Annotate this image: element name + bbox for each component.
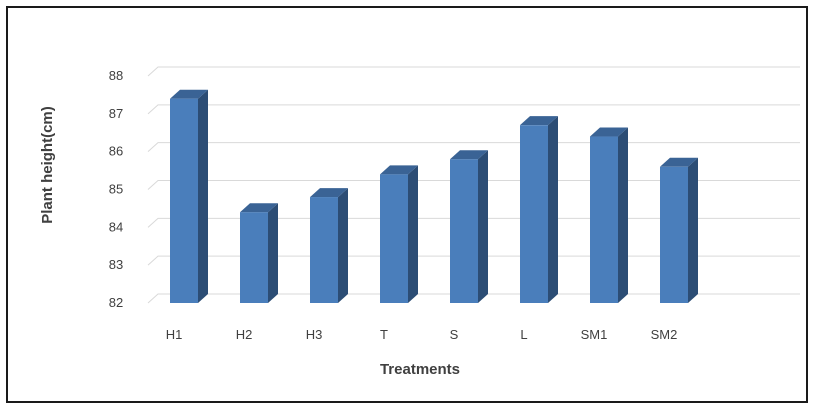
bar-top: [590, 127, 628, 137]
y-tick-label: 82: [109, 295, 123, 310]
bar-front: [240, 212, 268, 303]
chart-frame: 82 83 84 85 86 87 88 H1 H2 H3 T S L SM1 SM2 Treatment…: [6, 6, 808, 403]
bar-front: [170, 98, 198, 303]
gridlines: [147, 66, 800, 304]
bar: [240, 203, 278, 303]
x-axis-ticks: H1 H2 H3 T S L SM1 SM2: [166, 327, 678, 342]
bar-top: [310, 188, 348, 198]
y-axis-ticks: 82 83 84 85 86 87 88: [109, 68, 123, 310]
gridline: [147, 180, 800, 190]
bar: [520, 116, 558, 303]
bar-top: [660, 157, 698, 167]
bar-side: [408, 165, 418, 303]
gridline: [147, 66, 800, 77]
bar: [590, 127, 628, 304]
gridline: [147, 104, 800, 115]
bar-side: [268, 203, 278, 303]
gridline: [147, 217, 800, 228]
bar-top: [450, 150, 488, 160]
bar-top: [380, 165, 418, 175]
bar-front: [590, 136, 618, 303]
x-tick-label: SM1: [581, 327, 608, 342]
bar: [310, 188, 348, 303]
bar-side: [618, 127, 628, 304]
bar-front: [520, 125, 548, 303]
bar-front: [660, 166, 688, 303]
bar-side: [338, 188, 348, 303]
y-tick-label: 87: [109, 106, 123, 121]
bar-front: [380, 174, 408, 303]
bar-front: [450, 159, 478, 303]
bar: [380, 165, 418, 303]
y-tick-label: 83: [109, 257, 123, 272]
bar-top: [520, 116, 558, 126]
gridline: [147, 293, 800, 304]
bar: [660, 157, 698, 303]
bar-top: [170, 89, 208, 99]
x-tick-label: T: [380, 327, 388, 342]
y-axis-title: Plant height(cm): [39, 106, 56, 224]
gridline: [147, 255, 800, 266]
bar-side: [688, 157, 698, 303]
x-tick-label: H1: [166, 327, 183, 342]
bar: [450, 150, 488, 303]
x-tick-label: SM2: [651, 327, 678, 342]
bar-side: [198, 89, 208, 303]
bar: [170, 89, 208, 303]
x-tick-label: S: [450, 327, 459, 342]
y-tick-label: 86: [109, 144, 123, 159]
bar-side: [478, 150, 488, 303]
bar-chart: 82 83 84 85 86 87 88 H1 H2 H3 T S L SM1 SM2 Treatment…: [39, 66, 800, 378]
bars: [170, 89, 698, 304]
bar-top: [240, 203, 278, 213]
y-tick-label: 84: [109, 219, 123, 234]
y-tick-label: 88: [109, 68, 123, 83]
x-axis-title: Treatments: [380, 361, 460, 378]
x-tick-label: H3: [306, 327, 323, 342]
gridline: [147, 142, 800, 153]
x-tick-label: L: [520, 327, 527, 342]
bar-front: [310, 197, 338, 303]
y-tick-label: 85: [109, 182, 123, 197]
bar-side: [548, 116, 558, 303]
x-tick-label: H2: [236, 327, 253, 342]
